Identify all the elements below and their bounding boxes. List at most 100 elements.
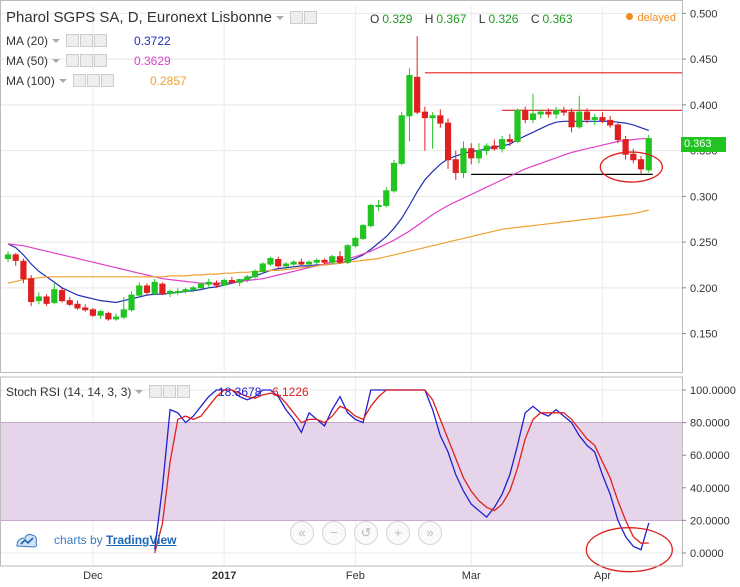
candle-body bbox=[151, 281, 158, 294]
indicator-buttons bbox=[66, 34, 108, 50]
title-settings-buttons[interactable] bbox=[289, 11, 318, 28]
candle-body bbox=[97, 311, 104, 316]
candle-body bbox=[120, 309, 127, 318]
candle-body bbox=[591, 117, 598, 120]
moving-average-lines bbox=[7, 120, 649, 304]
candle-body bbox=[537, 111, 544, 115]
candle-body bbox=[136, 285, 143, 296]
candle-body bbox=[460, 148, 467, 174]
candle-body bbox=[298, 261, 305, 265]
rewind-icon[interactable]: « bbox=[290, 521, 314, 545]
candle-body bbox=[213, 282, 220, 286]
indicator-buttons bbox=[66, 54, 108, 70]
ma-line bbox=[7, 209, 649, 284]
candle-body bbox=[452, 159, 459, 174]
ma100-value: 0.2857 bbox=[150, 74, 187, 88]
reset-icon[interactable]: ↺ bbox=[354, 521, 378, 545]
price-tick-label: 0.300 bbox=[690, 191, 718, 203]
chevron-down-icon[interactable] bbox=[275, 16, 284, 20]
candle-body bbox=[545, 111, 552, 115]
forward-icon[interactable]: » bbox=[418, 521, 442, 545]
tradingview-logo-icon[interactable] bbox=[14, 530, 40, 550]
stoch-overbought-band bbox=[1, 422, 682, 521]
candle-body bbox=[267, 258, 274, 265]
stoch-tick-label: 40.0000 bbox=[690, 483, 730, 495]
candle-body bbox=[228, 280, 235, 283]
candle-body bbox=[390, 162, 398, 192]
candle-body bbox=[444, 122, 452, 161]
chart-navigation[interactable]: «− ↺ + » bbox=[290, 521, 450, 545]
candle-body bbox=[614, 124, 621, 141]
candle-body bbox=[259, 263, 266, 272]
candle-body bbox=[429, 115, 436, 119]
annotation-ellipse bbox=[599, 151, 663, 183]
price-tick-label: 0.200 bbox=[690, 283, 718, 295]
zoom-in-icon[interactable]: + bbox=[386, 521, 410, 545]
indicator-ma100[interactable]: MA (100) bbox=[6, 74, 115, 90]
candle-body bbox=[282, 263, 290, 267]
stoch-d-value: 6.1226 bbox=[272, 385, 309, 399]
price-tick-label: 0.500 bbox=[690, 8, 718, 20]
candle-body bbox=[383, 190, 390, 206]
candle-body bbox=[553, 109, 560, 115]
candle-body bbox=[475, 150, 483, 159]
symbol-title[interactable]: Pharol SGPS SA, D, Euronext Lisbonne bbox=[6, 9, 318, 28]
ma20-value: 0.3722 bbox=[134, 34, 171, 48]
indicator-ma20[interactable]: MA (20) bbox=[6, 34, 108, 50]
candle-body bbox=[607, 119, 614, 126]
candle-body bbox=[89, 309, 97, 316]
indicator-stoch-rsi[interactable]: Stoch RSI (14, 14, 3, 3) bbox=[6, 385, 191, 401]
candle-body bbox=[406, 75, 413, 117]
stoch-tick-label: 60.0000 bbox=[690, 450, 730, 462]
zoom-out-icon[interactable]: − bbox=[322, 521, 346, 545]
candle-body bbox=[66, 300, 73, 305]
candle-body bbox=[305, 261, 313, 265]
candle-body bbox=[560, 109, 567, 113]
support-resistance-levels bbox=[424, 72, 682, 175]
price-tick-label: 0.150 bbox=[690, 329, 718, 341]
candle-body bbox=[483, 145, 490, 152]
stoch-rsi-lines bbox=[154, 389, 650, 554]
candle-body bbox=[35, 296, 42, 302]
candle-body bbox=[360, 225, 367, 239]
last-price-tag: 0.363 bbox=[681, 137, 726, 152]
indicator-ma50[interactable]: MA (50) bbox=[6, 54, 108, 70]
candle-body bbox=[367, 204, 374, 227]
indicator-buttons bbox=[72, 74, 115, 90]
candle-body bbox=[82, 307, 89, 311]
candle-body bbox=[290, 261, 297, 265]
stoch-tick-label: 100.0000 bbox=[690, 385, 736, 397]
candle-body bbox=[182, 289, 189, 292]
candle-body bbox=[143, 285, 151, 293]
candle-body bbox=[4, 254, 12, 260]
annotation-ellipse bbox=[585, 527, 673, 573]
candle-body bbox=[498, 139, 506, 150]
ma50-value: 0.3629 bbox=[134, 54, 171, 68]
price-panel-frame bbox=[0, 0, 683, 373]
candle-body bbox=[51, 289, 58, 303]
candle-body bbox=[112, 316, 120, 320]
stoch-k-value: 18.3678 bbox=[218, 385, 262, 399]
x-tick-label: 2017 bbox=[212, 570, 236, 582]
stoch-tick-label: 20.0000 bbox=[690, 515, 730, 527]
chevron-down-icon bbox=[135, 390, 144, 394]
candle-body bbox=[74, 303, 81, 309]
candle-body bbox=[105, 312, 112, 320]
candle-body bbox=[506, 139, 513, 142]
stoch-tick-label: 0.0000 bbox=[690, 548, 724, 560]
tradingview-branding[interactable]: charts by TradingView bbox=[54, 533, 177, 547]
price-tick-label: 0.400 bbox=[690, 100, 718, 112]
price-tick-label: 0.450 bbox=[690, 54, 718, 66]
candle-body bbox=[329, 256, 336, 263]
candle-body bbox=[313, 259, 320, 263]
candle-body bbox=[421, 111, 428, 119]
candle-body bbox=[244, 276, 251, 281]
candle-body bbox=[190, 287, 197, 291]
x-tick-label: Feb bbox=[346, 570, 365, 582]
candle-body bbox=[414, 76, 421, 113]
candle-body bbox=[468, 148, 475, 159]
candle-body bbox=[375, 204, 382, 207]
candle-body bbox=[622, 139, 629, 155]
